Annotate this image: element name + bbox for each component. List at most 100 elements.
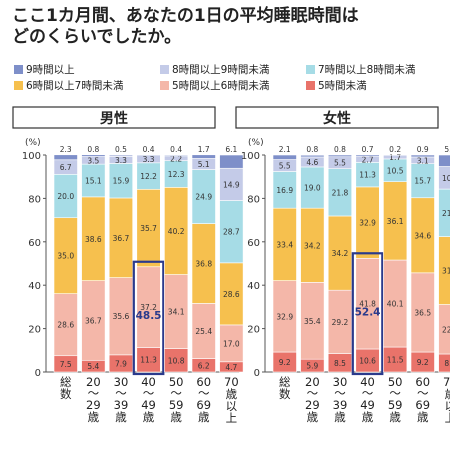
x-tick-label-line: 〜 xyxy=(334,386,346,400)
legend-item-8-9h: 8時間以上9時間未満 xyxy=(160,64,269,77)
x-tick-label-line: 70 xyxy=(443,375,450,389)
bar-segment xyxy=(53,154,78,161)
panel-title: 女性 xyxy=(323,110,351,127)
x-tick-label-line: 40 xyxy=(141,375,156,389)
bar-segment xyxy=(438,166,450,190)
x-tick-label-line: 30 xyxy=(333,375,348,389)
legend-swatch xyxy=(160,65,169,74)
legend-swatch xyxy=(306,65,315,74)
data-label: 33.4 xyxy=(276,240,293,249)
x-tick-label: 30 〜 39 歳 xyxy=(333,375,348,424)
top-value-label: 0.7 xyxy=(362,145,374,154)
x-tick-label-line: 歳 xyxy=(362,410,374,424)
data-label: 6.7 xyxy=(60,163,72,172)
data-label: 9.2 xyxy=(417,358,429,367)
data-label: 36.7 xyxy=(85,316,102,325)
data-label: 12.2 xyxy=(140,172,157,181)
data-label: 8.5 xyxy=(334,359,346,368)
top-value-label: 1.7 xyxy=(198,145,210,154)
bar-segment xyxy=(438,236,450,305)
data-label: 19.0 xyxy=(304,184,321,193)
data-label: 40.2 xyxy=(168,227,185,236)
data-label: 36.8 xyxy=(195,260,212,269)
x-tick-label-line: 〜 xyxy=(417,386,429,400)
legend-item-6-7h: 6時間以上7時間未満 xyxy=(14,80,123,93)
x-tick-label-line: 69 xyxy=(415,398,430,412)
x-tick-label-line: 〜 xyxy=(170,386,182,400)
data-label: 28.6 xyxy=(223,290,240,299)
legend-label: 5時間未満 xyxy=(318,80,367,92)
data-label: 10.8 xyxy=(168,356,185,365)
x-tick-label-line: 50 xyxy=(169,375,184,389)
x-tick-label-line: 60 xyxy=(196,375,211,389)
legend-label: 5時間以上6時間未満 xyxy=(172,80,270,92)
data-label: 36.1 xyxy=(387,217,404,226)
data-label: 32.9 xyxy=(359,219,376,228)
data-label: 5.5 xyxy=(279,162,291,171)
y-tick-label: 40 xyxy=(247,281,260,292)
data-label: 32.9 xyxy=(276,312,293,321)
x-tick-label-line: 40 xyxy=(360,375,375,389)
x-tick-label-line: 歳 xyxy=(334,410,346,424)
x-tick-label-line: 29 xyxy=(86,398,101,412)
bar-segment xyxy=(438,154,450,167)
top-value-label: 5.3 xyxy=(444,145,450,154)
highlight-value: 48.5 xyxy=(136,310,162,322)
data-label: 3.5 xyxy=(87,156,99,165)
x-tick-label: 50 〜 59 歳 xyxy=(388,375,403,424)
y-tick-label: 20 xyxy=(247,325,260,336)
data-label: 31.3 xyxy=(442,267,450,276)
data-label: 3.1 xyxy=(417,156,429,165)
data-label: 17.0 xyxy=(223,339,240,348)
x-tick-label-line: 20 xyxy=(305,375,320,389)
legend-swatch xyxy=(14,81,23,90)
data-label: 2.7 xyxy=(362,155,374,164)
data-label: 35.6 xyxy=(113,312,130,321)
data-label: 28.6 xyxy=(57,321,74,330)
data-label: 35.4 xyxy=(304,317,321,326)
top-value-label: 0.4 xyxy=(170,145,182,154)
x-tick-label-line: 数 xyxy=(60,387,72,401)
y-tick-label: 20 xyxy=(28,325,41,336)
y-tick-label: 60 xyxy=(247,238,260,249)
legend-swatch xyxy=(160,81,169,90)
data-label: 7.5 xyxy=(60,360,72,369)
legend-item-5-6h: 5時間以上6時間未満 xyxy=(160,80,269,93)
data-label: 3.3 xyxy=(143,155,155,164)
data-label: 41.8 xyxy=(359,300,376,309)
x-tick-label-line: 20 xyxy=(86,375,101,389)
data-label: 28.7 xyxy=(223,228,240,237)
data-label: 11.5 xyxy=(387,356,404,365)
data-label: 4.6 xyxy=(306,158,318,167)
x-tick-label-line: 以 xyxy=(445,399,450,413)
x-tick-label: 40 〜 49 歳 xyxy=(141,375,156,424)
bar-segment xyxy=(438,304,450,355)
x-tick-label-line: 歳 xyxy=(389,410,401,424)
x-tick-label-line: 総 xyxy=(279,375,291,389)
data-label: 16.9 xyxy=(276,186,293,195)
bar-segment xyxy=(164,154,189,157)
panel-title-box xyxy=(235,106,439,129)
data-label: 15.9 xyxy=(113,177,130,186)
x-tick-label: 50 〜 59 歳 xyxy=(169,375,184,424)
data-label: 9.2 xyxy=(279,358,291,367)
data-label: 5.5 xyxy=(334,159,346,168)
x-tick-label-line: 29 xyxy=(305,398,320,412)
legend-label: 7時間以上8時間未満 xyxy=(318,64,416,76)
legend-item-under-5h: 5時間未満 xyxy=(306,80,367,93)
data-label: 38.6 xyxy=(85,235,102,244)
legend-swatch xyxy=(306,81,315,90)
data-label: 10.5 xyxy=(387,166,404,175)
x-tick-label-line: 歳 xyxy=(445,387,450,401)
y-tick-label: 100 xyxy=(22,151,41,162)
bar-segment xyxy=(410,154,435,158)
data-label: 34.2 xyxy=(304,241,321,250)
top-value-label: 0.5 xyxy=(115,145,127,154)
x-tick-label-line: 〜 xyxy=(115,386,127,400)
x-tick-label-line: 総 xyxy=(60,375,72,389)
data-label: 21.8 xyxy=(332,188,349,197)
x-tick-label-line: 69 xyxy=(196,398,211,412)
x-tick-label-line: 以 xyxy=(226,399,238,413)
